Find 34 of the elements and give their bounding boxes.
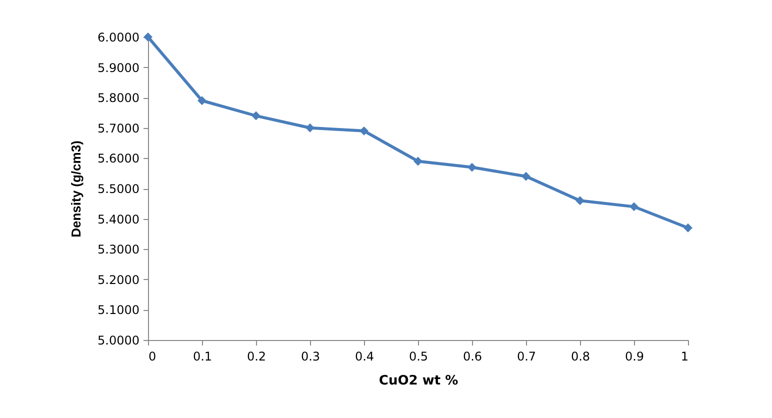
- point: [630, 202, 638, 212]
- y-tick-label: 5.4000: [98, 212, 140, 226]
- point: [306, 123, 314, 132]
- point: [576, 196, 584, 206]
- x-tick-label: 0.4: [354, 350, 374, 364]
- x-tick-label: 0.1: [192, 350, 212, 364]
- x-axis-title: CuO2 wt %: [378, 374, 458, 388]
- point: [360, 126, 368, 136]
- x-tick-label: 0.3: [300, 350, 320, 364]
- y-axis-title: Density (g/cm3): [68, 140, 84, 238]
- point: [414, 156, 422, 166]
- y-tick-label: 5.1000: [98, 303, 140, 318]
- x-tick-label: 0.8: [570, 350, 590, 364]
- x-tick-label: 0.9: [624, 350, 644, 364]
- y-tick-label: 5.5000: [98, 182, 140, 196]
- y-tick-label: 5.8000: [98, 91, 140, 106]
- y-tick-label: 5.7000: [98, 121, 140, 136]
- x-tick-label: 1: [680, 350, 688, 364]
- y-tick-label: 5.3000: [98, 242, 140, 257]
- point: [684, 223, 692, 232]
- x-tick-label: 0.5: [408, 350, 428, 364]
- y-tick-label: 5.9000: [98, 60, 140, 75]
- point: [252, 111, 260, 120]
- x-tick-label: 0.6: [462, 350, 482, 364]
- x-tick-label: 0.2: [246, 350, 266, 364]
- y-tick-label: 6.0000: [98, 30, 140, 44]
- x-tick-label: 0: [148, 350, 156, 364]
- y-tick-label: 5.2000: [98, 272, 140, 287]
- x-tick-label: 0.7: [516, 350, 536, 364]
- point: [198, 96, 206, 106]
- point: [468, 162, 476, 172]
- y-tick-label: 5.6000: [98, 152, 140, 166]
- y-tick-label: 5.0000: [98, 334, 140, 348]
- point: [522, 172, 530, 181]
